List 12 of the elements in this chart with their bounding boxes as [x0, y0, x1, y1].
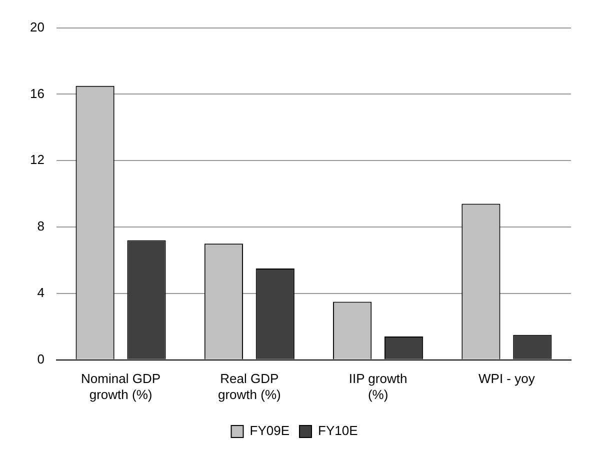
- y-tick-label: 4: [37, 284, 44, 300]
- legend-label: FY10E: [318, 423, 358, 438]
- legend-label: FY09E: [250, 423, 290, 438]
- y-tick-label: 12: [30, 152, 44, 168]
- y-tick-label: 8: [37, 218, 44, 234]
- x-tick-label: IIP growth (%): [348, 371, 408, 402]
- x-tick-label: WPI - yoy: [478, 371, 536, 386]
- y-tick-label: 20: [30, 19, 44, 34]
- x-tick-label: Real GDP growth (%): [218, 371, 281, 402]
- y-tick-label: 0: [37, 351, 44, 366]
- y-tick-label: 16: [30, 86, 44, 101]
- x-tick-label: Nominal GDP growth (%): [81, 371, 161, 402]
